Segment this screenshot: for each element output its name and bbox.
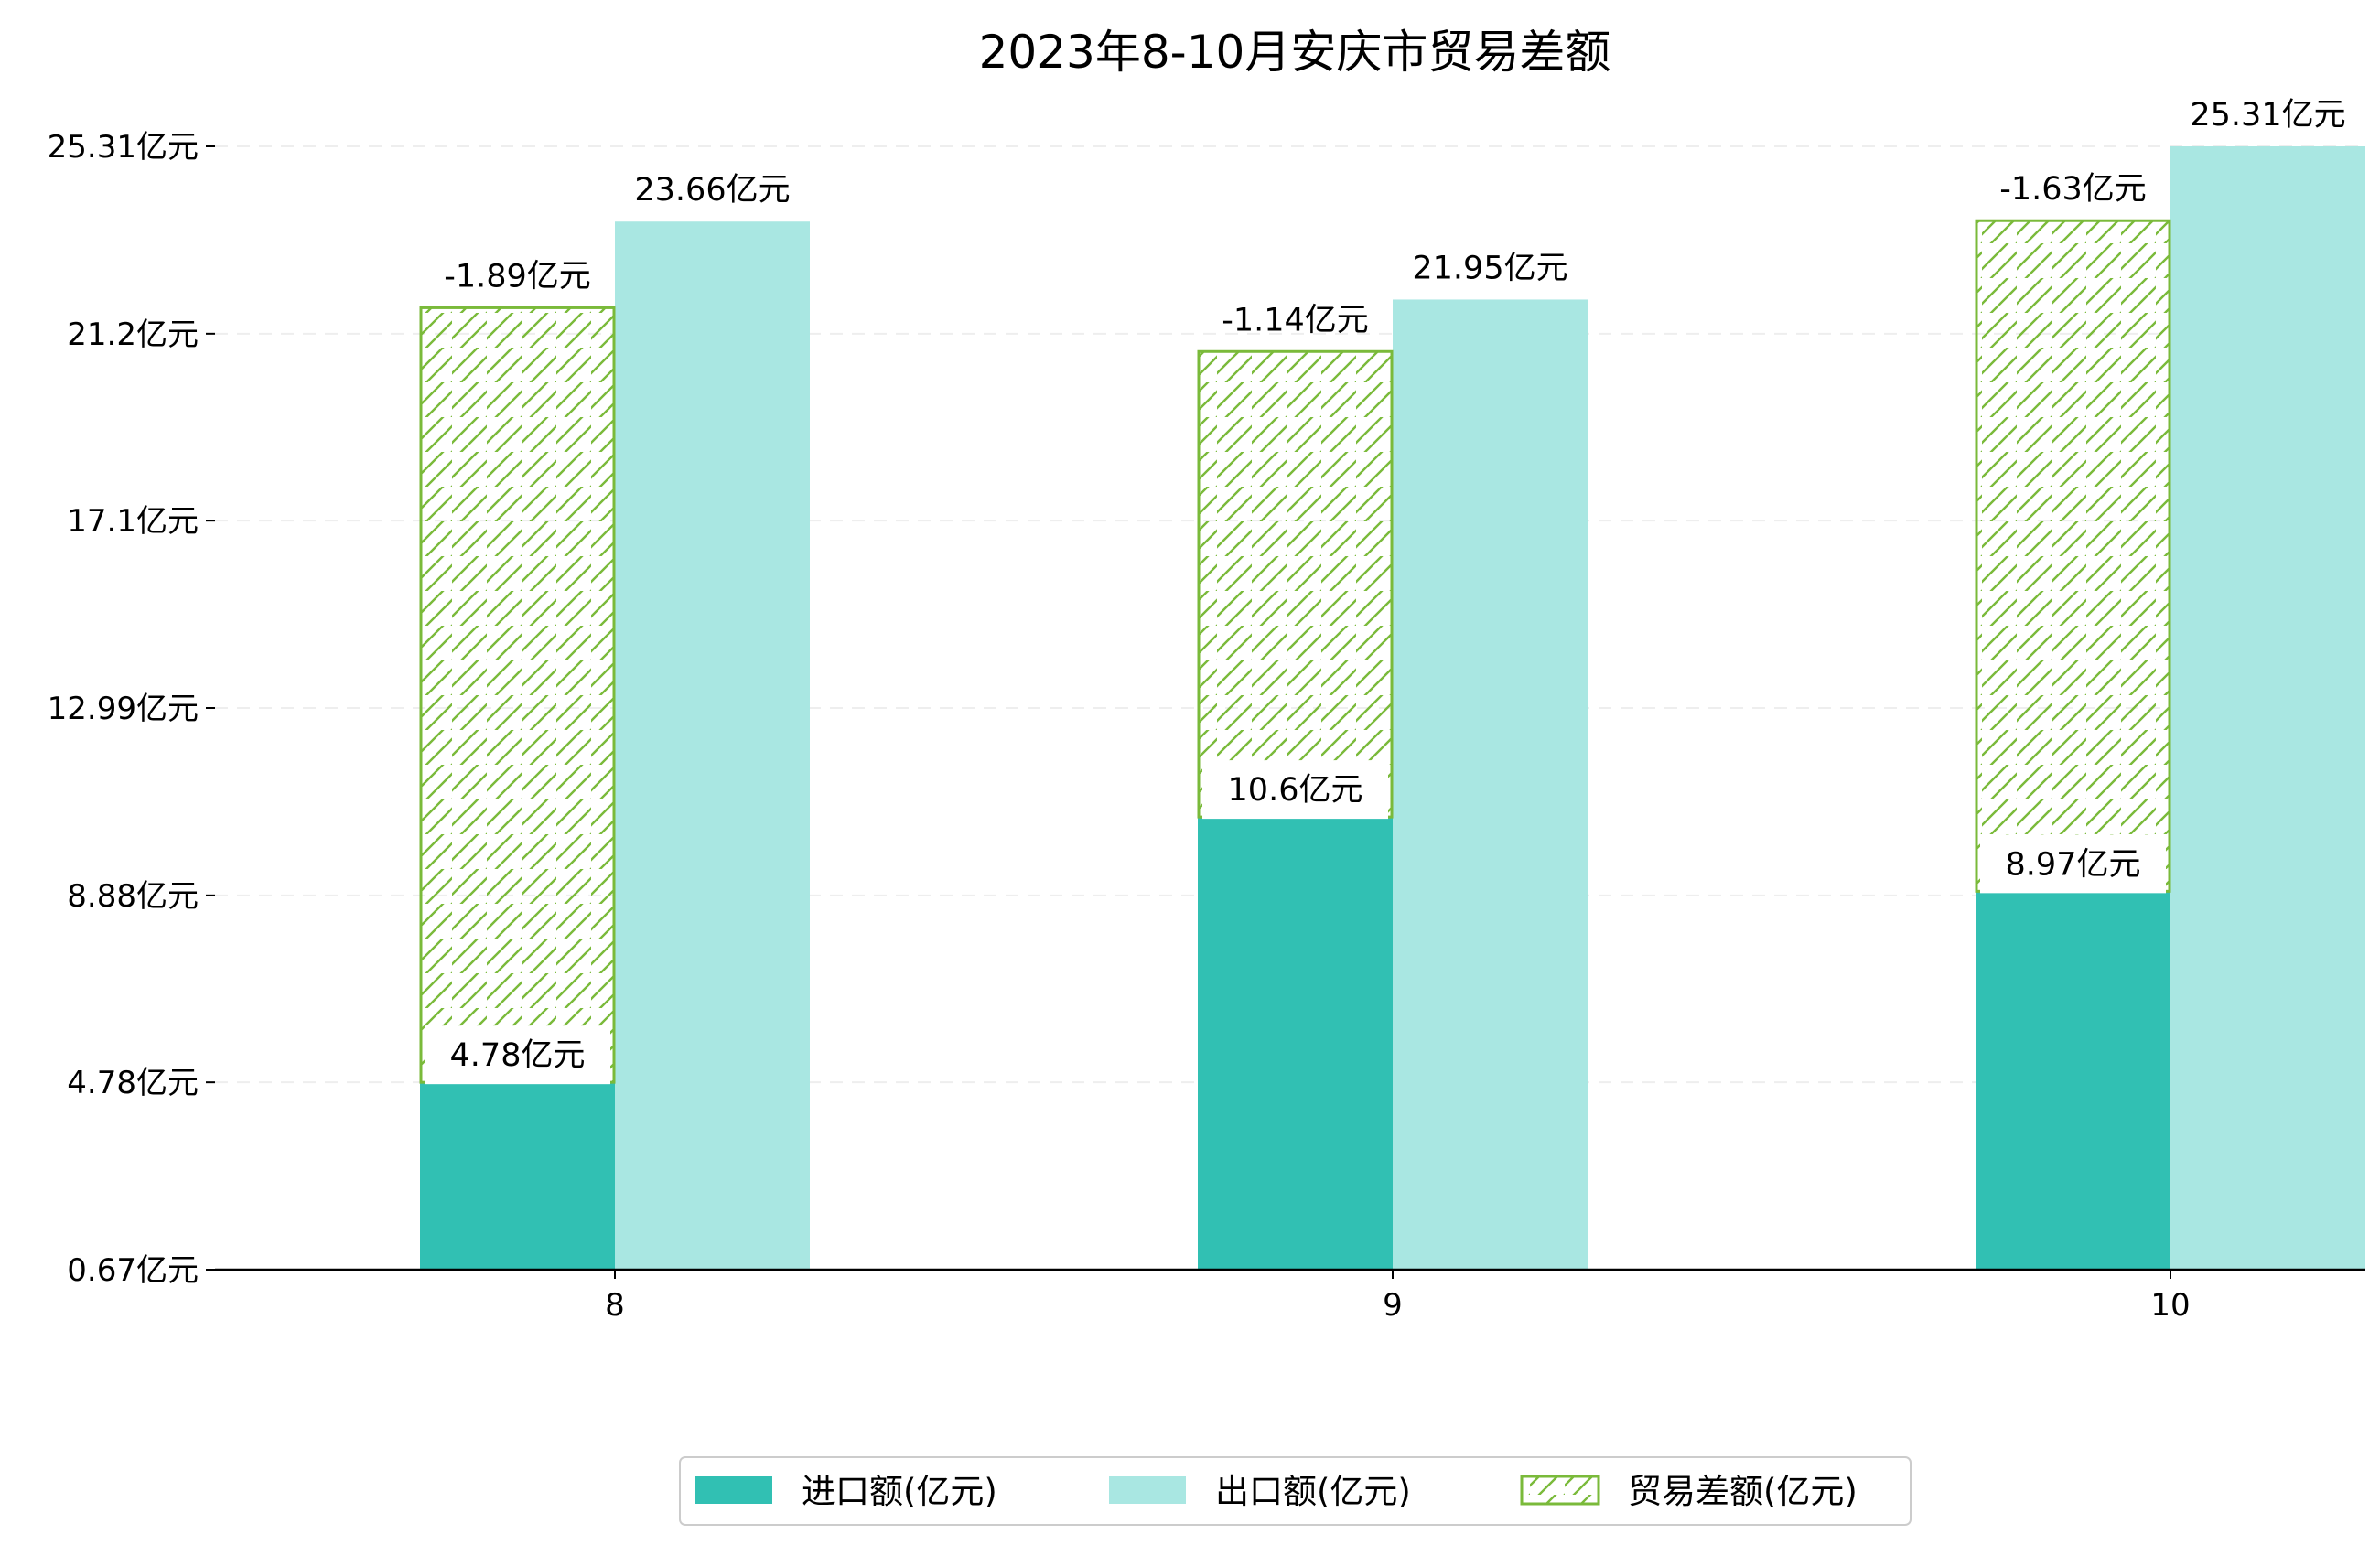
x-tick-label: 8 <box>605 1287 625 1324</box>
import-data-label: 4.78亿元 <box>450 1037 586 1074</box>
x-tick-label: 10 <box>2150 1287 2190 1324</box>
data-labels: 4.78亿元 23.66亿元 -1.89亿元 10.6亿元 21.95亿元 -1.14亿元… <box>425 97 2346 1085</box>
legend-swatch-import <box>695 1476 772 1504</box>
export-bar <box>2170 146 2365 1270</box>
legend-label-balance: 贸易差额(亿元) <box>1628 1472 1858 1511</box>
y-axis: 0.67亿元 4.78亿元 8.88亿元 12.99亿元 17.1亿元 21.2亿元 25.… <box>48 129 215 1289</box>
chart-title: 2023年8-10月安庆市贸易差额 <box>979 26 1611 79</box>
import-bar <box>420 1082 615 1270</box>
export-data-label: 23.66亿元 <box>634 172 790 209</box>
balance-data-label: -1.14亿元 <box>1222 302 1369 338</box>
legend-swatch-export <box>1109 1476 1186 1504</box>
legend-swatch-balance <box>1520 1475 1600 1506</box>
y-tick-label: 0.67亿元 <box>67 1252 199 1289</box>
y-tick-label: 12.99亿元 <box>48 691 199 727</box>
balance-bar <box>419 306 616 1084</box>
bars <box>419 146 2365 1270</box>
x-axis: 8 9 10 <box>215 1268 2365 1324</box>
export-data-label: 25.31亿元 <box>2190 97 2345 134</box>
y-tick-label: 25.31亿元 <box>48 129 199 166</box>
balance-bar <box>1197 349 1394 819</box>
legend: 进口额(亿元) 出口额(亿元) 贸易差额(亿元) <box>679 1456 1912 1526</box>
y-tick-label: 4.78亿元 <box>67 1065 199 1101</box>
export-bar <box>615 221 810 1270</box>
export-bar <box>1393 299 1588 1270</box>
legend-label-import: 进口额(亿元) <box>802 1472 997 1511</box>
y-tick-label: 21.2亿元 <box>67 317 199 353</box>
import-bar <box>1198 817 1393 1270</box>
y-tick-label: 17.1亿元 <box>67 503 199 540</box>
import-data-label: 10.6亿元 <box>1228 772 1363 809</box>
balance-bar <box>1975 219 2171 893</box>
balance-data-label: -1.89亿元 <box>444 258 591 295</box>
import-data-label: 8.97亿元 <box>2006 846 2141 883</box>
balance-data-label: -1.63亿元 <box>1999 171 2147 208</box>
legend-label-export: 出口额(亿元) <box>1215 1472 1411 1511</box>
x-tick-label: 9 <box>1383 1287 1403 1324</box>
import-label-bg <box>1202 760 1388 820</box>
import-bar <box>1976 891 2170 1270</box>
import-label-bg <box>1980 834 2166 894</box>
import-label-bg <box>425 1025 610 1085</box>
export-data-label: 21.95亿元 <box>1412 250 1567 286</box>
legend-box <box>679 1456 1912 1526</box>
y-tick-label: 8.88亿元 <box>67 878 199 915</box>
